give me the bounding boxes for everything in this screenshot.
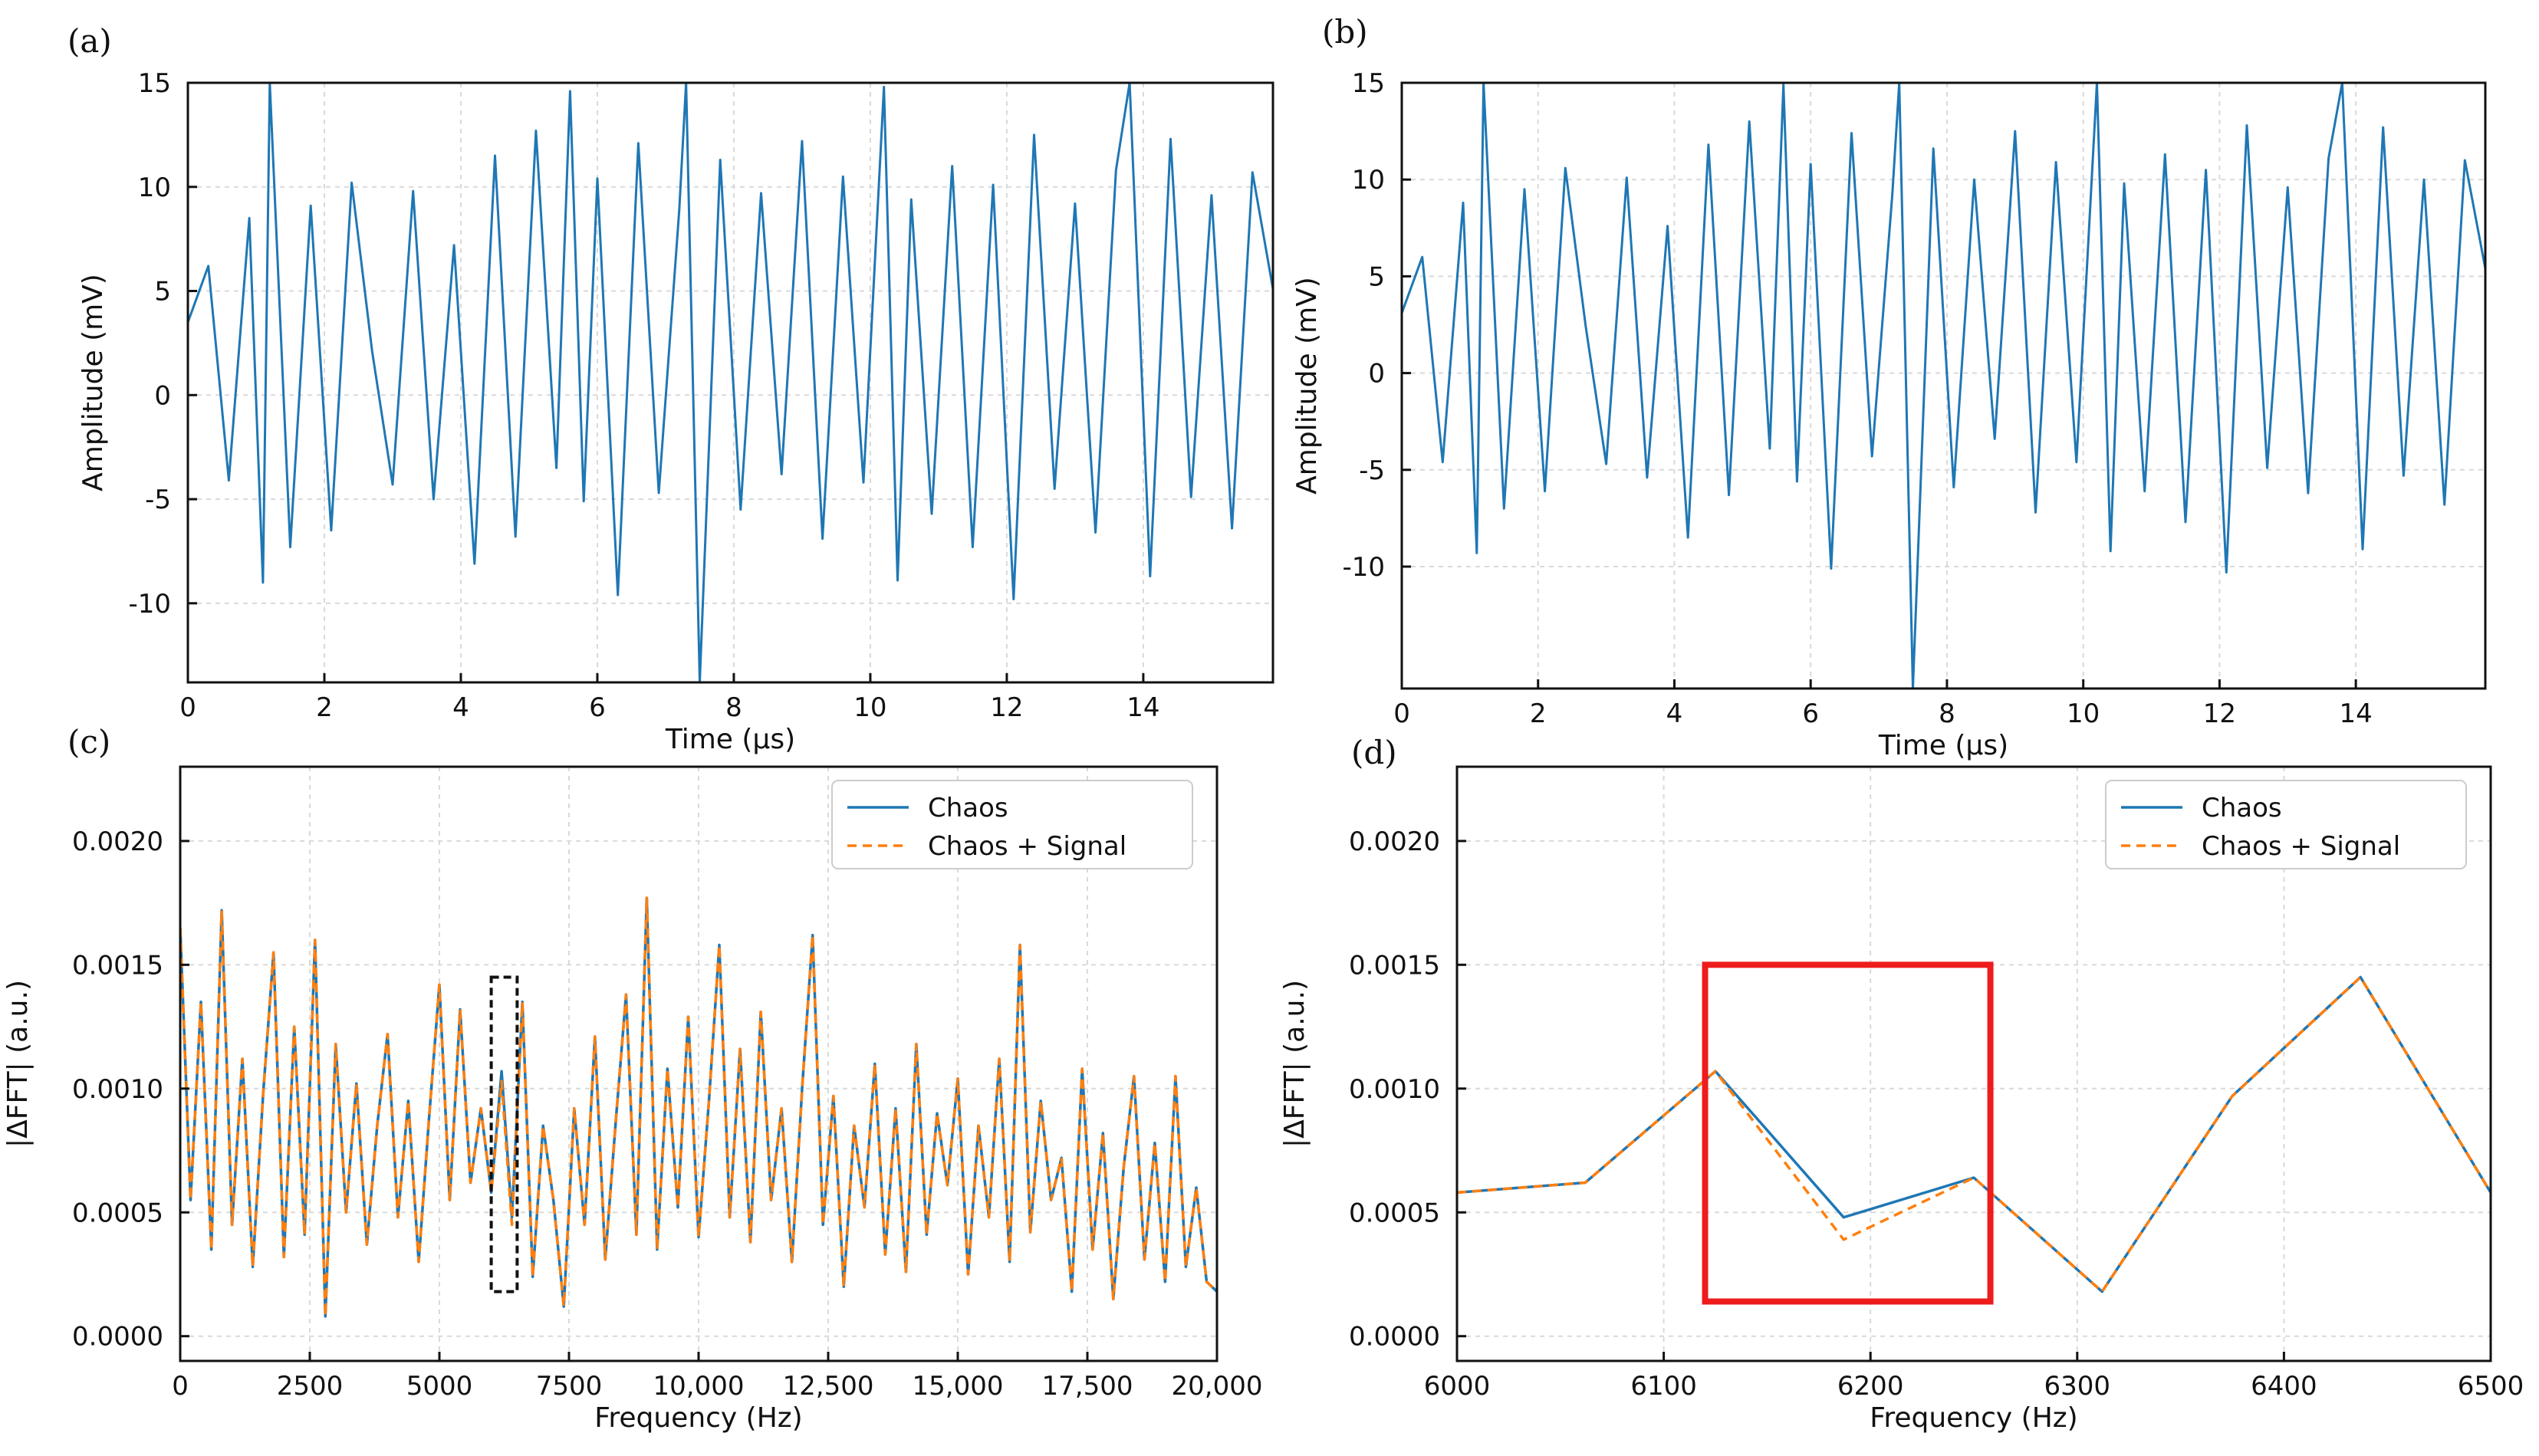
y-tick-label: 0 — [1368, 359, 1385, 389]
x-tick-label: 2 — [316, 692, 333, 723]
x-tick-label: 4 — [452, 692, 469, 723]
panel-label-c: (c) — [67, 723, 110, 761]
y-tick-label: 0.0010 — [1349, 1074, 1440, 1105]
x-tick-label: 12,500 — [783, 1371, 874, 1402]
y-tick-label: 10 — [138, 173, 171, 203]
y-tick-label: -5 — [1359, 455, 1385, 486]
x-tick-label: 8 — [1939, 698, 1955, 729]
x-tick-label: 5000 — [406, 1371, 473, 1402]
y-tick-label: 0.0015 — [1349, 950, 1440, 981]
y-axis-label: Amplitude (mV) — [77, 274, 109, 491]
y-tick-label: -10 — [1342, 552, 1385, 583]
panel-label-b: (b) — [1322, 13, 1368, 51]
x-tick-label: 6000 — [1424, 1371, 1491, 1402]
x-tick-label: 12 — [990, 692, 1023, 723]
x-tick-label: 7500 — [536, 1371, 603, 1402]
axes-frame — [186, 81, 1274, 684]
legend-box — [2105, 780, 2467, 869]
x-tick-label: 6400 — [2251, 1371, 2317, 1402]
plot-area — [188, 83, 1273, 682]
x-axis-label: Time (μs) — [1878, 730, 2008, 761]
y-tick-label: -10 — [128, 589, 171, 620]
y-tick-label: 5 — [154, 277, 171, 307]
x-tick-label: 6 — [589, 692, 606, 723]
x-tick-label: 2500 — [277, 1371, 344, 1402]
x-tick-label: 10,000 — [653, 1371, 745, 1402]
y-tick-label: 0.0000 — [1349, 1322, 1440, 1352]
panel-d: 6000 6100 6200 6300 6400 6500 0.0000 0.0005 0.00… — [1279, 765, 2524, 1434]
x-tick-label: 20,000 — [1172, 1371, 1263, 1402]
y-tick-label: 10 — [1352, 165, 1385, 196]
x-axis-label: Frequency (Hz) — [1870, 1402, 2077, 1434]
x-tick-label: 6 — [1802, 698, 1819, 729]
x-tick-label: 10 — [2067, 698, 2100, 729]
legend: Chaos Chaos + Signal — [2105, 780, 2467, 869]
series-line-signal — [188, 83, 1273, 682]
zoom-region-box — [489, 975, 519, 1293]
y-axis-label: |ΔFFT| (a.u.) — [2, 980, 34, 1148]
panel-b: 0 2 4 6 8 10 12 14 -10 -5 0 5 10 15 Time (μs) Amplitude… — [1291, 68, 2487, 761]
x-tick-label: 4 — [1666, 698, 1683, 729]
x-tick-label: 0 — [172, 1371, 189, 1402]
x-tick-label: 14 — [1126, 692, 1159, 723]
panel-a: 0 2 4 6 8 10 12 14 -10 -5 0 5 10 15 Time (μs) Amplitude… — [77, 68, 1274, 755]
legend-label: Chaos + Signal — [2202, 831, 2400, 862]
x-tick-label: 6500 — [2458, 1371, 2524, 1402]
y-tick-label: 0.0015 — [72, 950, 163, 981]
y-tick-label: 0 — [154, 380, 171, 411]
panel-label-d: (d) — [1351, 734, 1397, 771]
series-line-chaos-signal — [180, 896, 1217, 1318]
y-tick-label: 0.0005 — [72, 1198, 163, 1228]
x-tick-label: 0 — [179, 692, 196, 723]
y-tick-label: 0.0020 — [72, 827, 163, 857]
y-axis-label: |ΔFFT| (a.u.) — [1279, 980, 1311, 1148]
x-tick-label: 12 — [2203, 698, 2236, 729]
series-line-signal — [1402, 83, 2485, 689]
x-axis-label: Time (μs) — [665, 724, 795, 755]
y-tick-label: 15 — [138, 68, 171, 99]
x-tick-label: 15,000 — [913, 1371, 1004, 1402]
series-line-chaos — [1457, 975, 2491, 1293]
y-tick-label: 0.0010 — [72, 1074, 163, 1105]
x-tick-label: 8 — [725, 692, 742, 723]
legend: Chaos Chaos + Signal — [831, 780, 1193, 869]
x-tick-label: 6200 — [1837, 1371, 1904, 1402]
x-tick-label: 14 — [2340, 698, 2373, 729]
axes-frame — [1400, 81, 2487, 690]
y-tick-label: 5 — [1368, 261, 1385, 292]
x-tick-label: 17,500 — [1042, 1371, 1133, 1402]
x-tick-label: 10 — [853, 692, 886, 723]
y-tick-label: 0.0020 — [1349, 827, 1440, 857]
plot-area — [1402, 83, 2485, 689]
legend-label: Chaos + Signal — [928, 831, 1126, 862]
y-tick-label: 0.0000 — [72, 1322, 163, 1352]
x-tick-label: 6100 — [1630, 1371, 1697, 1402]
plot-area — [180, 896, 1217, 1318]
panel-c: 0 2500 5000 7500 10,000 12,500 15,000 17,500 20,… — [2, 765, 1263, 1434]
y-tick-label: -5 — [145, 485, 171, 515]
y-tick-label: 0.0005 — [1349, 1198, 1440, 1228]
y-axis-label: Amplitude (mV) — [1291, 277, 1323, 495]
x-tick-label: 0 — [1393, 698, 1410, 729]
x-axis-label: Frequency (Hz) — [594, 1402, 802, 1434]
legend-label: Chaos — [2202, 793, 2282, 823]
legend-box — [831, 780, 1193, 869]
x-tick-label: 6300 — [2044, 1371, 2111, 1402]
y-tick-label: 15 — [1352, 68, 1385, 99]
legend-label: Chaos — [928, 793, 1008, 823]
plot-area — [1457, 975, 2491, 1293]
axes-frame — [1455, 765, 2492, 1362]
series-line-chaos-signal — [1457, 975, 2491, 1293]
highlight-box — [1702, 961, 1994, 1305]
x-tick-label: 2 — [1530, 698, 1547, 729]
panel-label-a: (a) — [67, 22, 112, 60]
